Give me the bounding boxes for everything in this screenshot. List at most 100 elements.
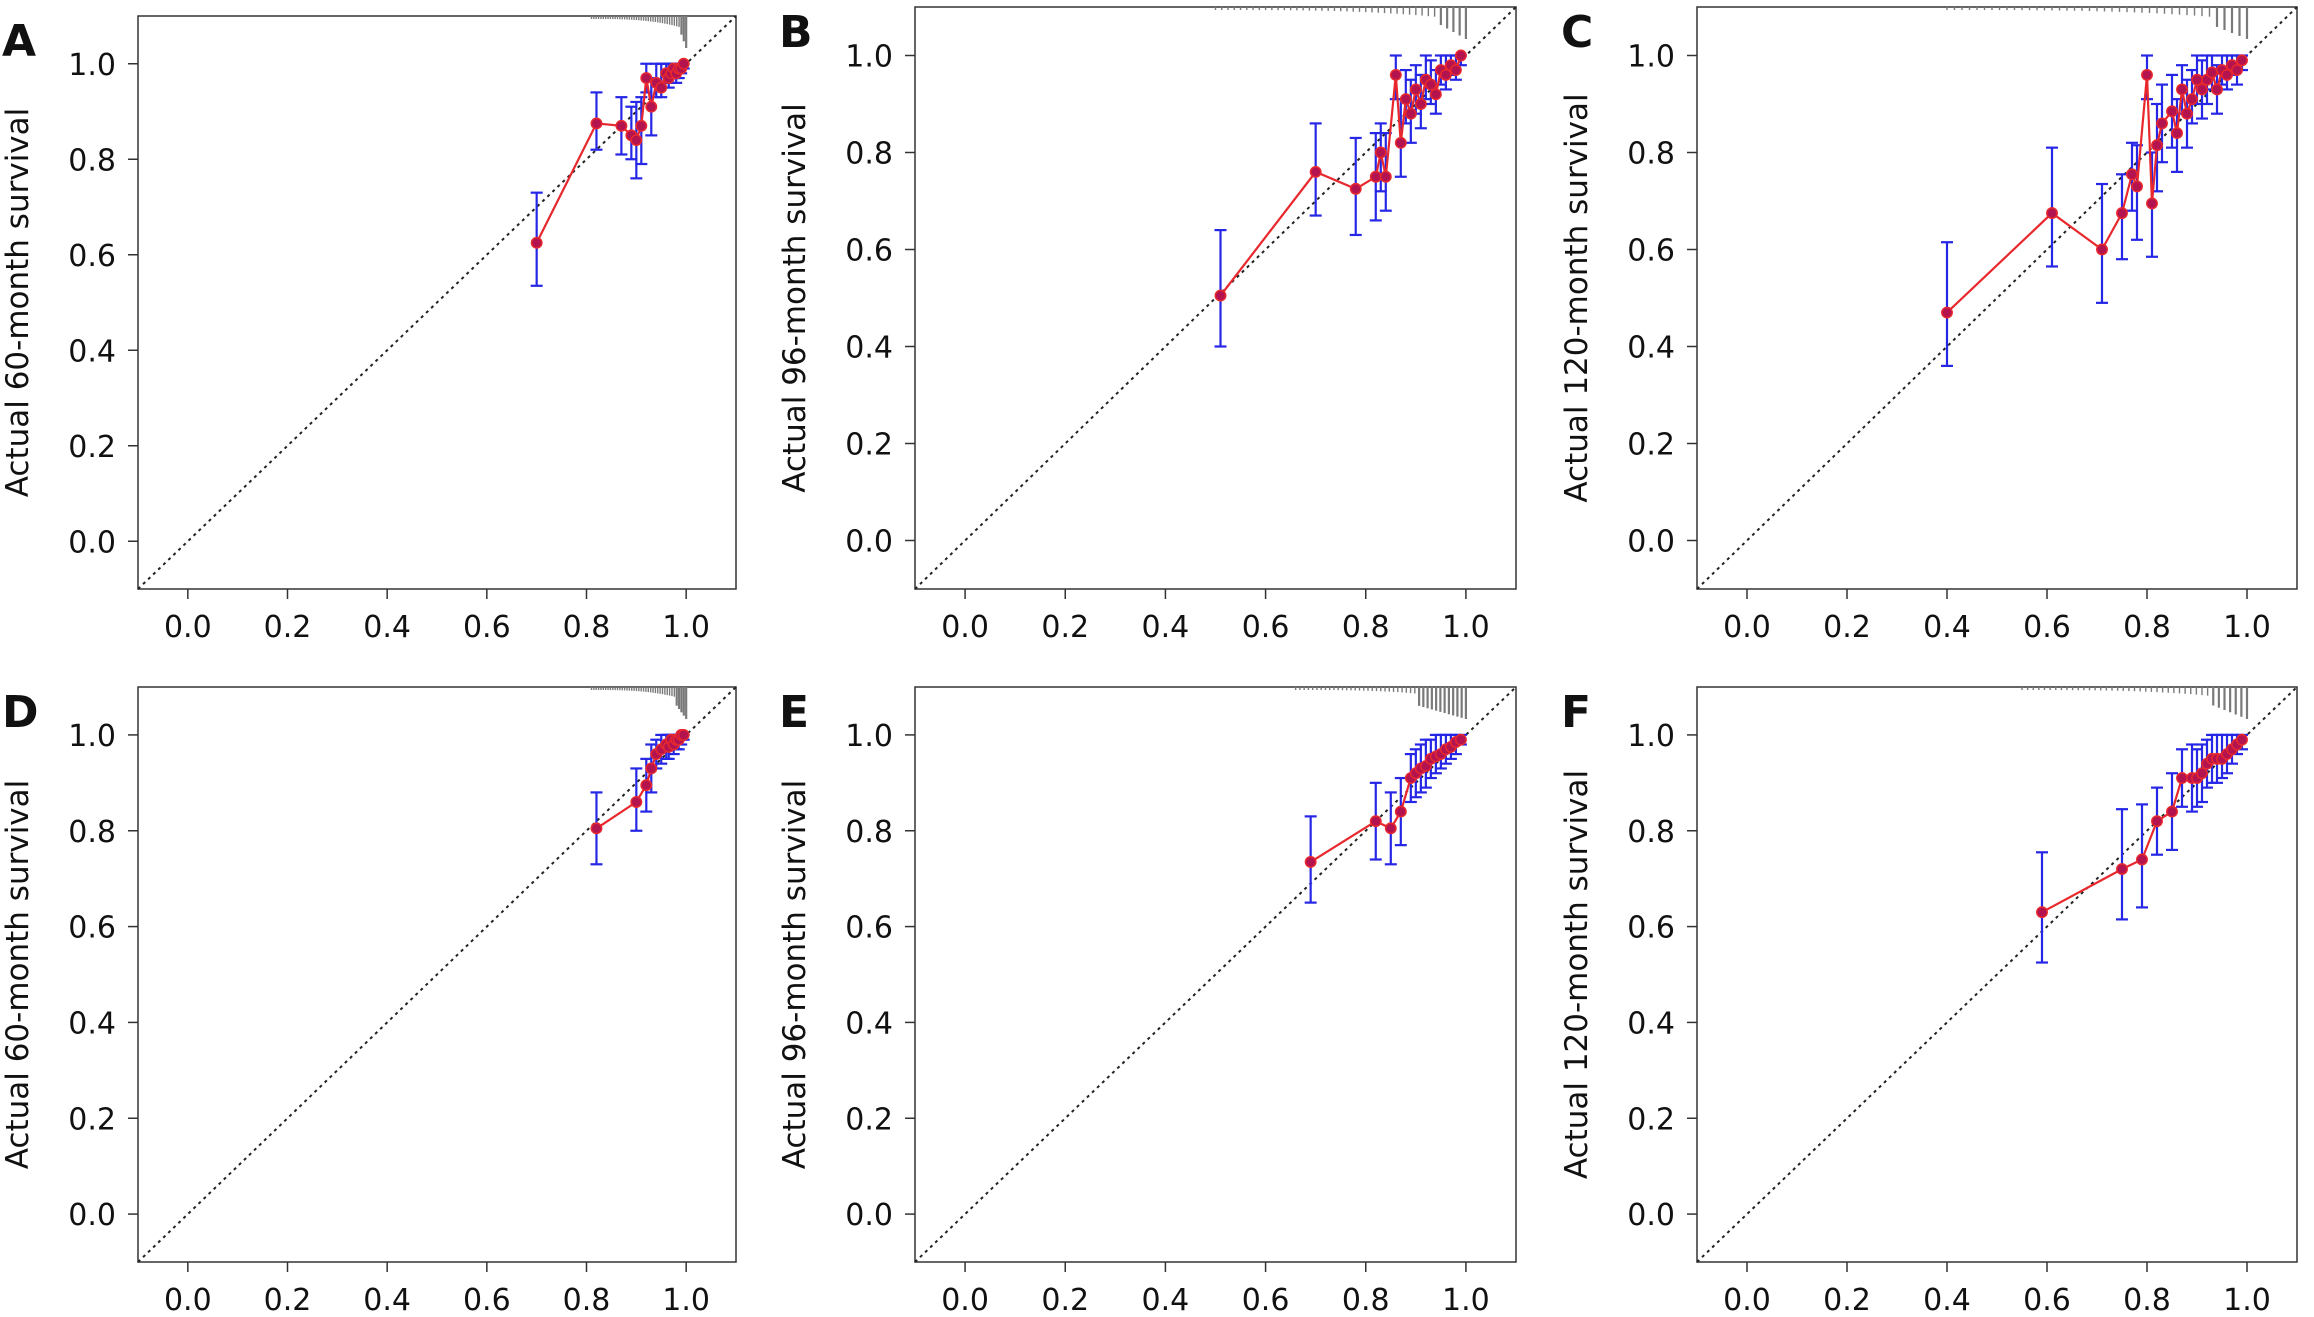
data-point — [2166, 805, 2178, 818]
rug — [1294, 687, 1468, 719]
data-point — [1379, 170, 1392, 183]
data-point — [2136, 853, 2148, 866]
x-tick-label: 0.6 — [2023, 1283, 2071, 1317]
data-point — [2211, 83, 2223, 96]
y-tick-label: 0.6 — [845, 911, 893, 946]
data-point — [2181, 107, 2193, 120]
x-tick-label: 0.0 — [164, 610, 212, 645]
data-point — [1399, 93, 1412, 106]
y-tick-label: 0.6 — [68, 239, 116, 274]
x-tick-label: 0.8 — [2123, 610, 2171, 645]
plot-frame — [914, 686, 1517, 1263]
data-point — [530, 236, 543, 249]
y-tick-label: 0.4 — [845, 1006, 893, 1041]
error-bars — [1941, 54, 2248, 367]
data-point — [2151, 815, 2163, 828]
data-point — [1429, 88, 1442, 101]
y-tick-label: 0.6 — [68, 911, 116, 946]
data-point — [1304, 855, 1317, 868]
data-point — [1449, 64, 1462, 77]
y-tick-label: 1.0 — [845, 719, 893, 754]
y-tick-label: 1.0 — [1627, 40, 1675, 75]
x-tick-label: 1.0 — [662, 610, 710, 645]
x-tick-label: 0.4 — [1923, 1283, 1971, 1317]
y-axis-label: Actual 96-month survival — [777, 780, 813, 1170]
x-tick-label: 1.0 — [2223, 1283, 2271, 1317]
data-points — [2036, 733, 2248, 919]
x-tick-label: 0.4 — [1142, 610, 1190, 645]
y-tick-label: 0.0 — [68, 1198, 116, 1233]
data-point — [1454, 49, 1467, 62]
y-tick-label: 0.8 — [68, 815, 116, 850]
data-point — [2171, 127, 2183, 140]
x-tick-label: 0.8 — [1342, 1283, 1390, 1317]
reference-diagonal — [137, 686, 737, 1263]
data-point — [2196, 83, 2208, 96]
data-point — [677, 57, 690, 70]
rug — [1946, 7, 2249, 39]
plot-frame — [1696, 686, 2298, 1263]
data-point — [2141, 68, 2153, 81]
y-tick-label: 0.8 — [845, 137, 893, 172]
x-tick-label: 0.6 — [463, 1283, 511, 1317]
x-tick-label: 0.8 — [2123, 1283, 2171, 1317]
x-tick-label: 0.6 — [2023, 610, 2071, 645]
y-tick-label: 0.4 — [1627, 1006, 1675, 1041]
data-point — [1941, 306, 1953, 319]
panel-d: D 0.0 0.2 0.4 0.6 0.8 1.0 0.0 0.2 0.4 0.6 0.8 1.0 Act… — [0, 686, 737, 1317]
y-tick-label: 0.8 — [1627, 815, 1675, 850]
x-tick-label: 0.6 — [1242, 610, 1290, 645]
x-tick-label: 0.8 — [563, 1283, 611, 1317]
y-tick-label: 0.4 — [68, 334, 116, 369]
data-point — [2116, 863, 2128, 876]
x-tick-label: 0.8 — [563, 610, 611, 645]
data-point — [677, 728, 690, 741]
x-tick-label: 1.0 — [1442, 1283, 1490, 1317]
plot-frame — [137, 15, 737, 590]
y-tick-label: 1.0 — [68, 48, 116, 83]
data-point — [2221, 68, 2233, 81]
data-point — [2096, 243, 2108, 256]
data-point — [590, 117, 603, 130]
panel-e: E 0.0 0.2 0.4 0.6 0.8 1.0 0.0 0.2 0.4 0.6 0.8 1.0 Act… — [777, 686, 1517, 1317]
x-tick-label: 0.0 — [1723, 1283, 1771, 1317]
x-tick-label: 0.2 — [1041, 610, 1089, 645]
data-point — [2236, 54, 2248, 67]
y-tick-label: 0.0 — [1627, 1198, 1675, 1233]
panel-c: C 0.0 0.2 0.4 0.6 0.8 1.0 0.0 0.2 0.4 0.6 0.8 1.0 Act… — [1559, 6, 2298, 645]
reference-diagonal — [1696, 686, 2298, 1263]
data-points — [1304, 733, 1467, 868]
x-tick-label: 0.4 — [363, 1283, 411, 1317]
data-point — [2046, 207, 2058, 220]
error-bars — [1214, 54, 1467, 348]
panel-a: A 0.0 0.2 0.4 0.6 0.8 1.0 0.0 0.2 0.4 0.6 0.8 1.0 Act… — [0, 15, 737, 645]
data-point — [2186, 93, 2198, 106]
x-tick-label: 0.0 — [1723, 610, 1771, 645]
y-tick-label: 0.2 — [68, 1102, 116, 1137]
rug — [2021, 687, 2249, 719]
y-tick-label: 0.4 — [68, 1006, 116, 1041]
panel-letter: B — [779, 7, 813, 58]
data-point — [1439, 68, 1452, 81]
data-point — [590, 822, 603, 835]
x-tick-label: 0.2 — [264, 610, 312, 645]
y-tick-label: 0.2 — [68, 430, 116, 465]
data-point — [1404, 107, 1417, 120]
data-point — [2206, 66, 2218, 79]
x-tick-label: 0.8 — [1342, 610, 1390, 645]
y-tick-label: 1.0 — [845, 40, 893, 75]
x-tick-label: 0.4 — [1142, 1283, 1190, 1317]
plot-frame — [137, 686, 737, 1263]
data-points — [530, 57, 690, 249]
plot-frame — [1696, 6, 2298, 590]
data-point — [635, 119, 648, 132]
y-axis-label: Actual 60-month survival — [0, 780, 36, 1170]
x-tick-label: 0.0 — [941, 610, 989, 645]
x-tick-label: 1.0 — [2223, 610, 2271, 645]
x-tick-label: 0.4 — [363, 610, 411, 645]
data-point — [2126, 168, 2138, 181]
y-tick-label: 0.0 — [845, 1198, 893, 1233]
y-axis-label: Actual 120-month survival — [1559, 93, 1595, 502]
data-point — [1394, 136, 1407, 149]
